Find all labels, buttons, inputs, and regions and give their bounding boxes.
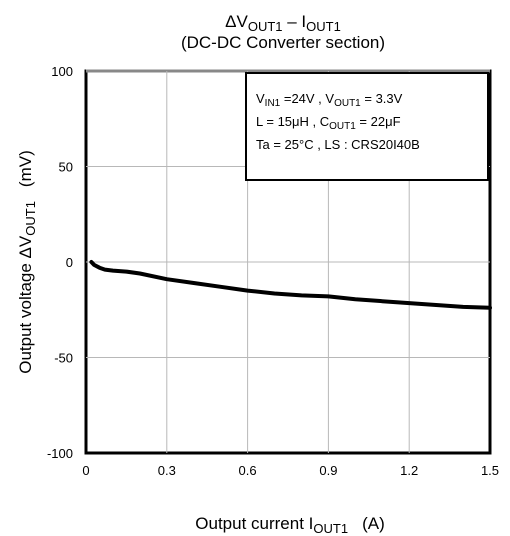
series-group	[89, 260, 492, 310]
x-tick-label: 0	[82, 463, 89, 478]
x-tick-label: 0.6	[239, 463, 257, 478]
info-line-3: Ta = 25°C , LS : CRS20I40B	[256, 137, 420, 152]
y-tick-label: -50	[54, 351, 73, 366]
x-axis-label: Output current IOUT1 (A)	[195, 514, 384, 536]
y-tick-labels: 100 50 0 -50 -100	[47, 64, 73, 461]
info-line-2: L = 15μH , COUT1 = 22μF	[256, 114, 401, 132]
series-line	[89, 260, 492, 310]
y-tick-label: 50	[59, 160, 73, 175]
y-axis-label: Output voltage ΔVOUT1(mV)	[16, 150, 38, 374]
y-tick-label: 0	[66, 255, 73, 270]
x-tick-label: 1.5	[481, 463, 499, 478]
chart-title: ΔVOUT1 – IOUT1	[225, 12, 341, 34]
y-tick-label: 100	[51, 64, 73, 79]
chart-subtitle: (DC-DC Converter section)	[181, 33, 385, 52]
x-tick-labels: 0 0.3 0.6 0.9 1.2 1.5	[82, 463, 499, 478]
x-tick-label: 0.3	[158, 463, 176, 478]
y-tick-label: -100	[47, 446, 73, 461]
x-tick-label: 1.2	[400, 463, 418, 478]
info-line-1: VIN1 =24V , VOUT1 = 3.3V	[256, 91, 403, 109]
x-tick-label: 0.9	[319, 463, 337, 478]
info-box	[245, 72, 489, 181]
